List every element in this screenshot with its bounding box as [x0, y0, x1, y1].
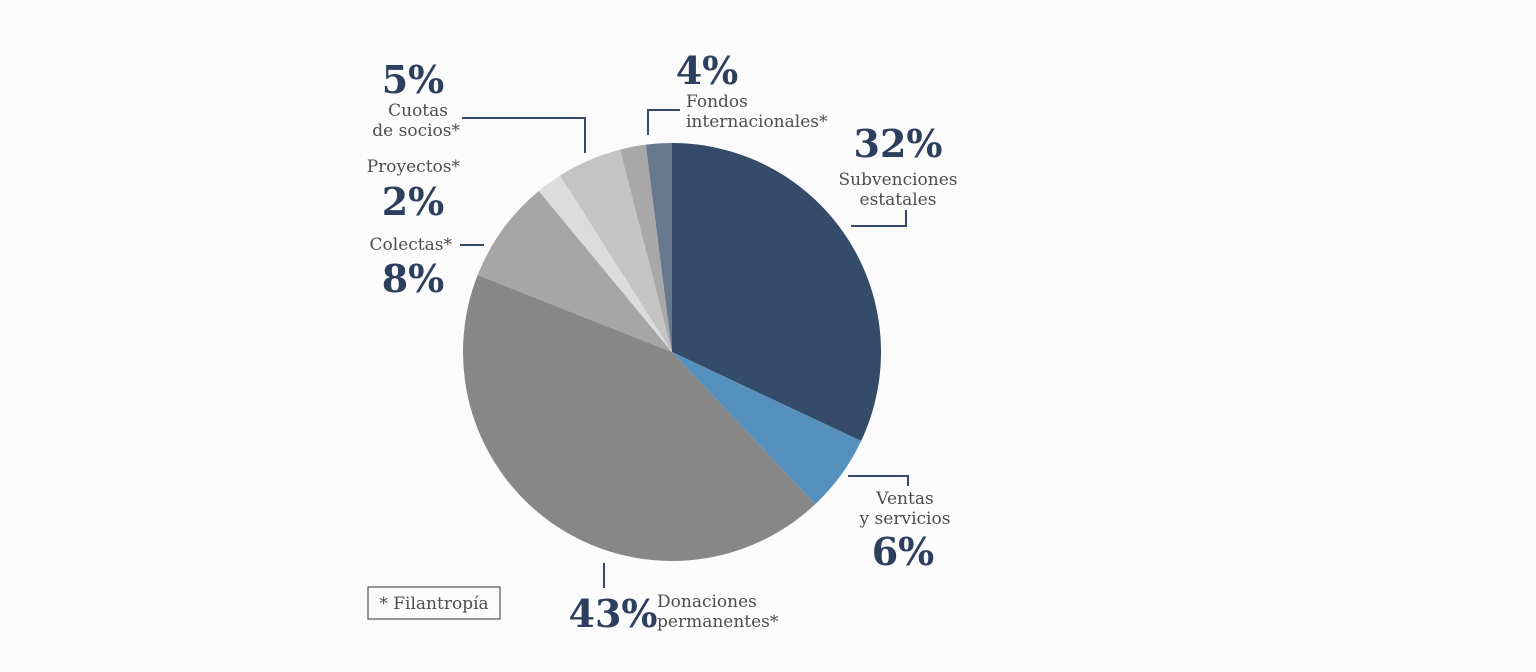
pie-slice-donaciones — [463, 275, 816, 561]
pie-slice-fondos-part-1 — [620, 144, 672, 352]
slice-label-subvenciones-line1: Subvenciones — [838, 170, 957, 190]
pie-slice-fondos-part-2 — [645, 143, 672, 352]
pct-label-donaciones: 43% — [569, 591, 658, 636]
pie-slice-cuotas — [560, 149, 672, 352]
slice-label-subvenciones-line2: estatales — [860, 190, 937, 210]
slice-label-fondos-line1: Fondos — [686, 92, 748, 112]
pie-slice-proyectos — [538, 175, 672, 352]
leader-line-subvenciones — [851, 210, 907, 227]
pct-label-colectas: 8% — [382, 256, 445, 301]
slice-label-donaciones-line2: permanentes* — [657, 612, 779, 632]
slice-label-cuotas-line1: Cuotas — [388, 101, 448, 121]
leader-line-fondos — [647, 109, 680, 135]
footnote-box — [367, 586, 501, 620]
pct-label-cuotas: 5% — [382, 57, 445, 102]
pct-label-ventas: 6% — [872, 529, 935, 574]
leader-line-ventas — [848, 475, 909, 486]
slice-label-ventas-line2: y servicios — [859, 509, 951, 529]
pie-slices — [463, 143, 882, 561]
leader-line-cuotas — [462, 117, 586, 153]
pct-label-proyectos: 2% — [382, 179, 445, 224]
pct-label-subvenciones: 32% — [854, 121, 943, 166]
slice-label-proyectos: Proyectos* — [367, 157, 461, 177]
slice-label-fondos-line2: internacionales* — [686, 112, 828, 132]
slice-label-ventas-line1: Ventas — [875, 489, 933, 509]
slice-label-donaciones-line1: Donaciones — [657, 592, 757, 612]
pie-slice-ventas — [672, 352, 862, 505]
pie-slice-subvenciones — [672, 143, 882, 441]
pie-slice-colectas — [477, 190, 672, 352]
slice-label-colectas: Colectas* — [370, 235, 453, 255]
pct-label-fondos: 4% — [676, 48, 739, 93]
slice-label-cuotas-line2: de socios* — [372, 121, 460, 141]
footnote-text: * Filantropía — [379, 594, 488, 614]
